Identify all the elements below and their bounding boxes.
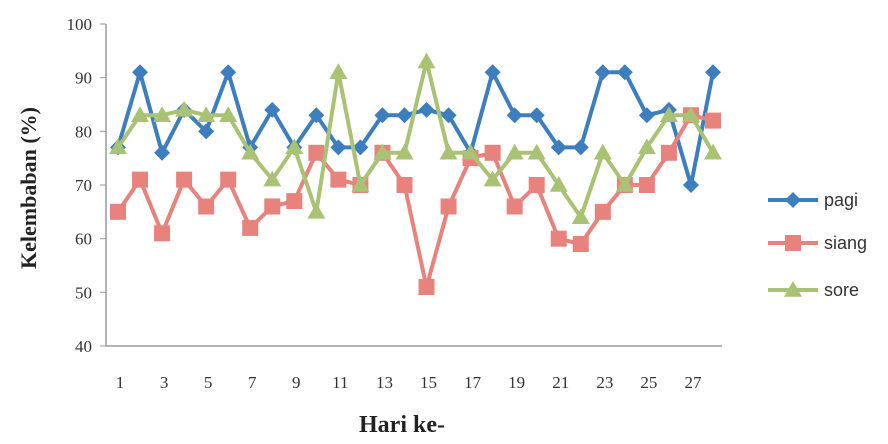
legend-item-pagi: pagi	[768, 190, 858, 210]
legend: pagi siang sore	[768, 190, 867, 300]
data-point-siang	[220, 172, 236, 188]
x-tick-label: 5	[204, 373, 213, 392]
legend-label-siang: siang	[824, 233, 867, 253]
legend-label-pagi: pagi	[824, 190, 858, 210]
data-point-pagi	[507, 107, 523, 123]
data-point-pagi	[705, 64, 721, 80]
data-point-siang	[198, 198, 214, 214]
data-point-siang	[330, 172, 346, 188]
data-point-siang	[132, 172, 148, 188]
data-point-sore	[329, 63, 347, 79]
y-tick-label: 100	[67, 15, 93, 34]
data-point-sore	[418, 53, 436, 69]
legend-label-sore: sore	[824, 280, 859, 300]
data-point-siang	[286, 193, 302, 209]
x-tick-label: 27	[684, 373, 702, 392]
data-point-pagi	[419, 102, 435, 118]
data-point-pagi	[154, 145, 170, 161]
x-tick-label: 25	[640, 373, 657, 392]
x-tick-label: 7	[248, 373, 257, 392]
y-axis-title: Kelembaban (%)	[16, 107, 41, 269]
data-point-siang	[595, 204, 611, 220]
x-tick-label: 1	[116, 373, 125, 392]
x-tick-label: 19	[508, 373, 525, 392]
data-point-siang	[529, 177, 545, 193]
data-point-siang	[396, 177, 412, 193]
data-point-siang	[176, 172, 192, 188]
data-point-sore	[594, 144, 612, 160]
data-point-siang	[661, 145, 677, 161]
data-point-pagi	[573, 139, 589, 155]
data-point-pagi	[485, 64, 501, 80]
legend-item-sore: sore	[768, 280, 859, 300]
data-point-siang	[308, 145, 324, 161]
data-point-pagi	[132, 64, 148, 80]
x-tick-label: 13	[376, 373, 393, 392]
series-siang	[110, 107, 721, 295]
y-tick-label: 60	[75, 230, 92, 249]
legend-item-siang: siang	[768, 233, 867, 253]
x-tick-label: 21	[552, 373, 569, 392]
y-tick-label: 50	[75, 283, 92, 302]
data-point-pagi	[683, 177, 699, 193]
data-point-pagi	[220, 64, 236, 80]
data-point-siang	[419, 279, 435, 295]
data-point-siang	[242, 220, 258, 236]
data-point-siang	[705, 113, 721, 129]
series-lines	[109, 53, 722, 295]
x-axis-title: Hari ke-	[359, 412, 445, 438]
data-point-siang	[441, 198, 457, 214]
series-line-sore	[118, 62, 713, 218]
x-tick-label: 17	[464, 373, 482, 392]
x-tick-label: 11	[332, 373, 348, 392]
data-point-pagi	[595, 64, 611, 80]
x-tick-label: 9	[292, 373, 301, 392]
data-point-pagi	[639, 107, 655, 123]
y-tick-label: 80	[75, 122, 92, 141]
data-point-siang	[551, 231, 567, 247]
x-tick-label: 15	[420, 373, 437, 392]
legend-marker-siang	[785, 235, 801, 251]
y-tick-labels: 40 50 60 70 80 90 100	[67, 15, 107, 356]
data-point-siang	[110, 204, 126, 220]
data-point-sore	[704, 144, 722, 160]
data-point-siang	[485, 145, 501, 161]
x-tick-label: 23	[596, 373, 613, 392]
data-point-pagi	[617, 64, 633, 80]
x-tick-labels: 1 3 5 7 9 11 13 15 17 19 21 23 25 27	[116, 373, 702, 392]
data-point-pagi	[396, 107, 412, 123]
y-tick-label: 40	[75, 337, 92, 356]
data-point-siang	[507, 198, 523, 214]
y-tick-label: 70	[75, 176, 92, 195]
data-point-siang	[573, 236, 589, 252]
legend-marker-pagi	[785, 192, 801, 208]
x-tick-label: 3	[160, 373, 169, 392]
data-point-siang	[639, 177, 655, 193]
data-point-siang	[154, 225, 170, 241]
data-point-sore	[307, 203, 325, 219]
data-point-siang	[264, 198, 280, 214]
y-tick-label: 90	[75, 69, 92, 88]
